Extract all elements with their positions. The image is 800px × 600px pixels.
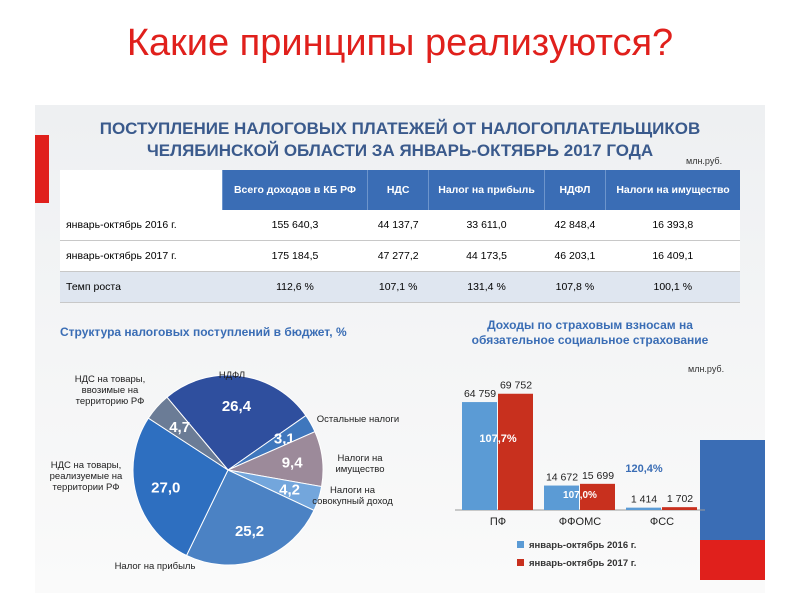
slice-value: 26,4 [222, 398, 252, 415]
table-cell: 131,4 % [428, 271, 545, 303]
growth-label: 107,7% [479, 433, 517, 445]
pie-slice [185, 469, 315, 566]
slice-label: Налоги на имущество [335, 453, 385, 475]
legend-swatch [517, 559, 524, 566]
bar [498, 393, 533, 510]
slice-label: Налог на прибыль [114, 561, 196, 572]
bar-value: 69 752 [500, 380, 532, 392]
table-cell: 46 203,1 [544, 240, 606, 272]
table-cell: 33 611,0 [428, 210, 545, 241]
bar-value: 1 414 [631, 494, 657, 506]
slice-label: НДФЛ [218, 370, 246, 381]
pie-slice [147, 396, 229, 471]
table-cell: 155 640,3 [222, 210, 368, 241]
pie-slice [166, 374, 307, 471]
x-tick-label: ФФОМС [559, 516, 601, 528]
bar [462, 402, 497, 510]
x-tick-label: ФСС [650, 516, 674, 528]
table-cell: 107,8 % [544, 271, 606, 303]
table-cell: 175 184,5 [222, 240, 368, 272]
slide-title: Какие принципы реализуются? [126, 22, 674, 64]
bar-value: 15 699 [582, 470, 614, 482]
header-cell [60, 170, 223, 210]
bar-unit: млн.руб. [688, 364, 725, 374]
bar-value: 64 759 [464, 388, 496, 400]
header-cell: Всего доходов в КБ РФ [222, 170, 368, 210]
pie-slice [132, 417, 229, 557]
bar-value: 1 702 [667, 493, 693, 505]
slice-label: Налоги на совокупный доход [312, 485, 393, 507]
panel-title-line: ПОСТУПЛЕНИЕ НАЛОГОВЫХ ПЛАТЕЖЕЙ ОТ НАЛОГО… [99, 119, 701, 138]
table-row: Темп роста 112,6 % 107,1 % 131,4 % 107,8 % 10… [60, 271, 740, 303]
table-cell: 42 848,4 [544, 210, 606, 241]
table-cell: 44 173,5 [428, 240, 545, 272]
growth-label: 107,0% [563, 490, 597, 501]
legend-label: январь-октябрь 2017 г. [529, 558, 636, 569]
header-cell: НДФЛ [543, 170, 606, 210]
table-cell: январь-октябрь 2017 г. [60, 240, 223, 272]
data-table: Всего доходов в КБ РФ НДС Налог на прибыль… [60, 170, 740, 303]
table-cell: 47 277,2 [367, 240, 429, 272]
table-cell: 16 409,1 [605, 240, 740, 272]
table-row: январь-октябрь 2016 г. 155 640,3 44 137,7 3… [60, 210, 740, 241]
table-cell: 16 393,8 [605, 210, 740, 241]
slice-value: 4,2 [279, 482, 300, 499]
x-tick-label: ПФ [490, 516, 506, 528]
bar-value: 14 672 [546, 472, 578, 484]
table-row: январь-октябрь 2017 г. 175 184,5 47 277,2 4… [60, 240, 740, 272]
table-cell: 112,6 % [222, 271, 368, 303]
header-cell: Налоги на имущество [605, 170, 740, 210]
table-cell: 107,1 % [367, 271, 429, 303]
bar [626, 507, 661, 510]
legend-swatch [517, 541, 524, 548]
table-cell: Темп роста [60, 271, 223, 303]
unit: млн.руб. [686, 156, 723, 166]
slice-value: 27,0 [151, 479, 180, 496]
bar [544, 485, 579, 510]
bar [580, 483, 615, 510]
decor-red-2 [700, 540, 765, 580]
slice-label: Остальные налоги [316, 414, 400, 425]
slice-label: НДС на товары, реализуемые на территории… [49, 460, 123, 493]
panel-title-line: ЧЕЛЯБИНСКОЙ ОБЛАСТИ ЗА ЯНВАРЬ-ОКТЯБРЬ 20… [146, 141, 654, 160]
header-cell: НДС [366, 170, 429, 210]
panel-title: ПОСТУПЛЕНИЕ НАЛОГОВЫХ ПЛАТЕЖЕЙ ОТ НАЛОГО… [60, 118, 740, 162]
decor-blue [700, 440, 765, 540]
header-row: Всего доходов в КБ РФ НДС Налог на прибыль… [60, 170, 740, 210]
slice-value: 9,4 [282, 454, 304, 471]
growth-label: 120,4% [625, 463, 663, 475]
slice-label: НДС на товары, ввозимые на территорию РФ [74, 374, 146, 407]
slice-value: 25,2 [235, 523, 264, 540]
header-cell: Налог на прибыль [428, 170, 545, 210]
legend-label: январь-октябрь 2016 г. [529, 540, 636, 551]
slice-value: 4,7 [169, 419, 190, 436]
table-cell: январь-октябрь 2016 г. [60, 210, 223, 241]
decor-red [35, 135, 49, 203]
table-cell: 44 137,7 [367, 210, 429, 241]
table-cell: 100,1 % [605, 271, 740, 303]
bar-title: Доходы по страховым взносам на обязатель… [471, 318, 709, 347]
bar [662, 507, 697, 510]
pie-title: Структура налоговых поступлений в бюджет… [60, 325, 347, 339]
